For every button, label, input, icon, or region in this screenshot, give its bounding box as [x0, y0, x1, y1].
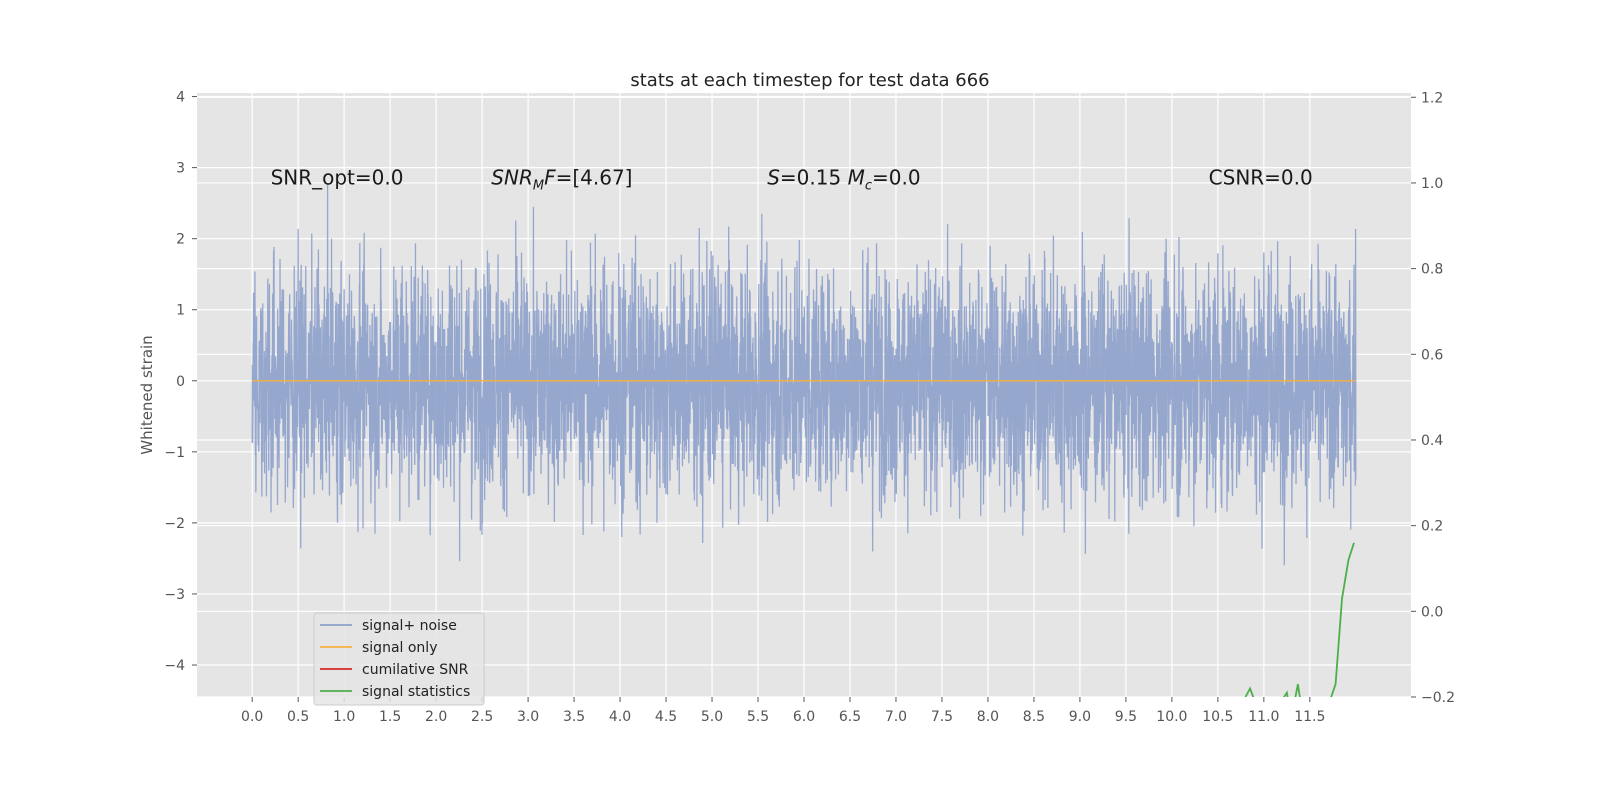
x-tick-label: 4.0 [609, 709, 631, 725]
x-tick-label: 1.0 [333, 709, 355, 725]
x-tick-label: 6.0 [793, 709, 815, 725]
y-right-tick-label: 0.0 [1421, 604, 1443, 620]
y-right-tick-label: 0.6 [1421, 347, 1443, 363]
x-tick-label: 10.0 [1156, 709, 1187, 725]
x-tick-label: 3.5 [563, 709, 585, 725]
x-tick-label: 2.0 [425, 709, 447, 725]
x-tick-label: 5.0 [701, 709, 723, 725]
chart-title: stats at each timestep for test data 666 [630, 70, 989, 91]
x-tick-label: 7.0 [885, 709, 907, 725]
x-tick-label: 4.5 [655, 709, 677, 725]
y-right-tick-label: 0.8 [1421, 262, 1443, 278]
series-signal-statistics-line [1244, 542, 1355, 697]
y-tick-label: 2 [176, 232, 185, 248]
y-right-tick-label: 0.4 [1421, 433, 1443, 449]
legend-label: signal only [362, 640, 437, 656]
y-right-tick-label: −0.2 [1421, 690, 1455, 706]
x-tick-label: 11.0 [1248, 709, 1279, 725]
annotation-snr-mf: SNRMF=[4.67] [491, 165, 632, 193]
y-right-tick-label: 1.0 [1421, 176, 1443, 192]
legend-box [313, 612, 485, 706]
annotation-s-mc: S=0.15 Mc=0.0 [767, 165, 920, 193]
axes: 0.0 0.5 1.0 1.5 2.0 2.5 3.0 3.5 4.0 4.5 5.0 5.5 6.0 6… [164, 90, 1455, 725]
y-axis-label: Whitened strain [138, 335, 156, 454]
legend-label: signal statistics [362, 684, 470, 700]
y-tick-label: −4 [164, 658, 185, 674]
x-tick-label: 3.0 [517, 709, 539, 725]
y-right-tick-label: 1.2 [1421, 90, 1443, 106]
x-tick-label: 0.5 [287, 709, 309, 725]
x-tick-label: 9.0 [1069, 709, 1091, 725]
legend-label: signal+ noise [362, 618, 457, 634]
x-tick-label: 0.0 [241, 709, 263, 725]
legend-label: cumilative SNR [362, 662, 469, 678]
x-tick-label: 9.5 [1115, 709, 1137, 725]
x-tick-label: 6.5 [839, 709, 861, 725]
series-signal-noise-line [251, 183, 1357, 566]
legend: signal+ noise signal only cumilative SNR si… [313, 612, 485, 706]
x-tick-label: 7.5 [931, 709, 953, 725]
annotation-snr-opt: SNR_opt=0.0 [271, 165, 404, 189]
x-tick-label: 8.5 [1023, 709, 1045, 725]
x-tick-label: 5.5 [747, 709, 769, 725]
y-tick-label: 3 [176, 161, 185, 177]
y-tick-label: 0 [176, 374, 185, 390]
x-tick-label: 11.5 [1294, 709, 1325, 725]
x-tick-label: 10.5 [1202, 709, 1233, 725]
y-tick-label: −3 [164, 587, 185, 603]
y-right-tick-label: 0.2 [1421, 519, 1443, 535]
y-tick-label: 4 [176, 90, 185, 106]
annotation-csnr: CSNR=0.0 [1209, 165, 1313, 189]
annotations: SNR_opt=0.0 SNRMF=[4.67] S=0.15 Mc=0.0 C… [271, 165, 1313, 193]
x-tick-label: 1.5 [379, 709, 401, 725]
y-tick-label: −2 [164, 516, 185, 532]
y-tick-label: 1 [176, 303, 185, 319]
x-tick-label: 2.5 [471, 709, 493, 725]
y-tick-label: −1 [164, 445, 185, 461]
series-layer [251, 183, 1357, 697]
x-tick-label: 8.0 [977, 709, 999, 725]
